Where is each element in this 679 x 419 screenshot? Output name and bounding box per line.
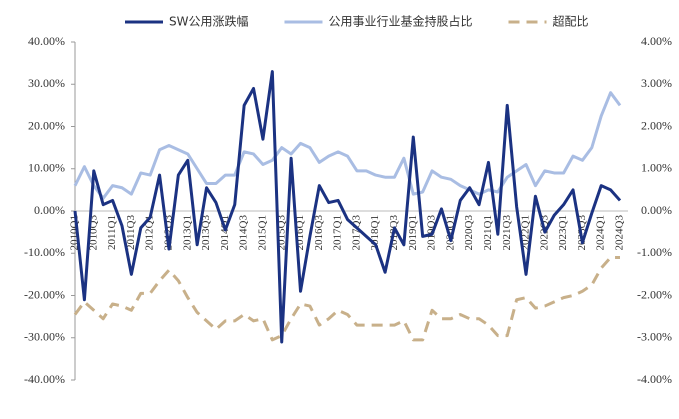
y-tick-label: -20.00% xyxy=(24,287,65,301)
y2-tick-label: 2.00% xyxy=(641,118,672,132)
x-tick-label: 2019Q1 xyxy=(407,215,419,250)
x-tick-label: 2024Q1 xyxy=(595,215,607,250)
y-tick-label: 30.00% xyxy=(28,76,65,90)
series-line xyxy=(73,70,622,344)
x-tick-label: 2013Q1 xyxy=(181,215,193,250)
x-tick-label: 2020Q3 xyxy=(463,215,475,251)
x-tick-label: 2021Q3 xyxy=(501,215,513,251)
y2-tick-label: 0.00% xyxy=(641,203,672,217)
x-tick-label: 2021Q1 xyxy=(482,215,494,250)
x-tick-label: 2023Q1 xyxy=(557,215,569,250)
legend-label: SW公用涨跌幅 xyxy=(169,14,248,29)
legend-label: 超配比 xyxy=(553,14,589,29)
y2-tick-label: -2.00% xyxy=(637,287,672,301)
y-tick-label: -10.00% xyxy=(24,245,65,259)
x-tick-label: 2014Q3 xyxy=(238,215,250,251)
series-line xyxy=(73,255,620,342)
y2-tick-label: -4.00% xyxy=(637,372,672,386)
x-tick-label: 2017Q1 xyxy=(332,215,344,250)
x-tick-label: 2024Q3 xyxy=(614,215,626,251)
y2-tick-label: 4.00% xyxy=(641,34,672,48)
legend-label: 公用事业行业基金持股占比 xyxy=(328,14,472,29)
x-tick-label: 2011Q3 xyxy=(125,215,137,251)
y-tick-label: -30.00% xyxy=(24,330,65,344)
y2-tick-label: -1.00% xyxy=(637,245,672,259)
y2-tick-label: -3.00% xyxy=(637,330,672,344)
series-line xyxy=(73,91,622,200)
y-tick-label: -40.00% xyxy=(24,372,65,386)
y2-tick-label: 3.00% xyxy=(641,76,672,90)
y-tick-label: 20.00% xyxy=(28,118,65,132)
x-tick-label: 2015Q1 xyxy=(256,215,268,250)
x-tick-label: 2016Q3 xyxy=(313,215,325,251)
x-tick-label: 2013Q3 xyxy=(200,215,212,251)
y2-tick-label: 1.00% xyxy=(641,161,672,175)
x-tick-label: 2011Q1 xyxy=(106,215,118,250)
y-tick-label: 40.00% xyxy=(28,34,65,48)
x-tick-label: 2012Q1 xyxy=(144,215,156,250)
y-tick-label: 10.00% xyxy=(28,161,65,175)
y-tick-label: 0.00% xyxy=(34,203,65,217)
